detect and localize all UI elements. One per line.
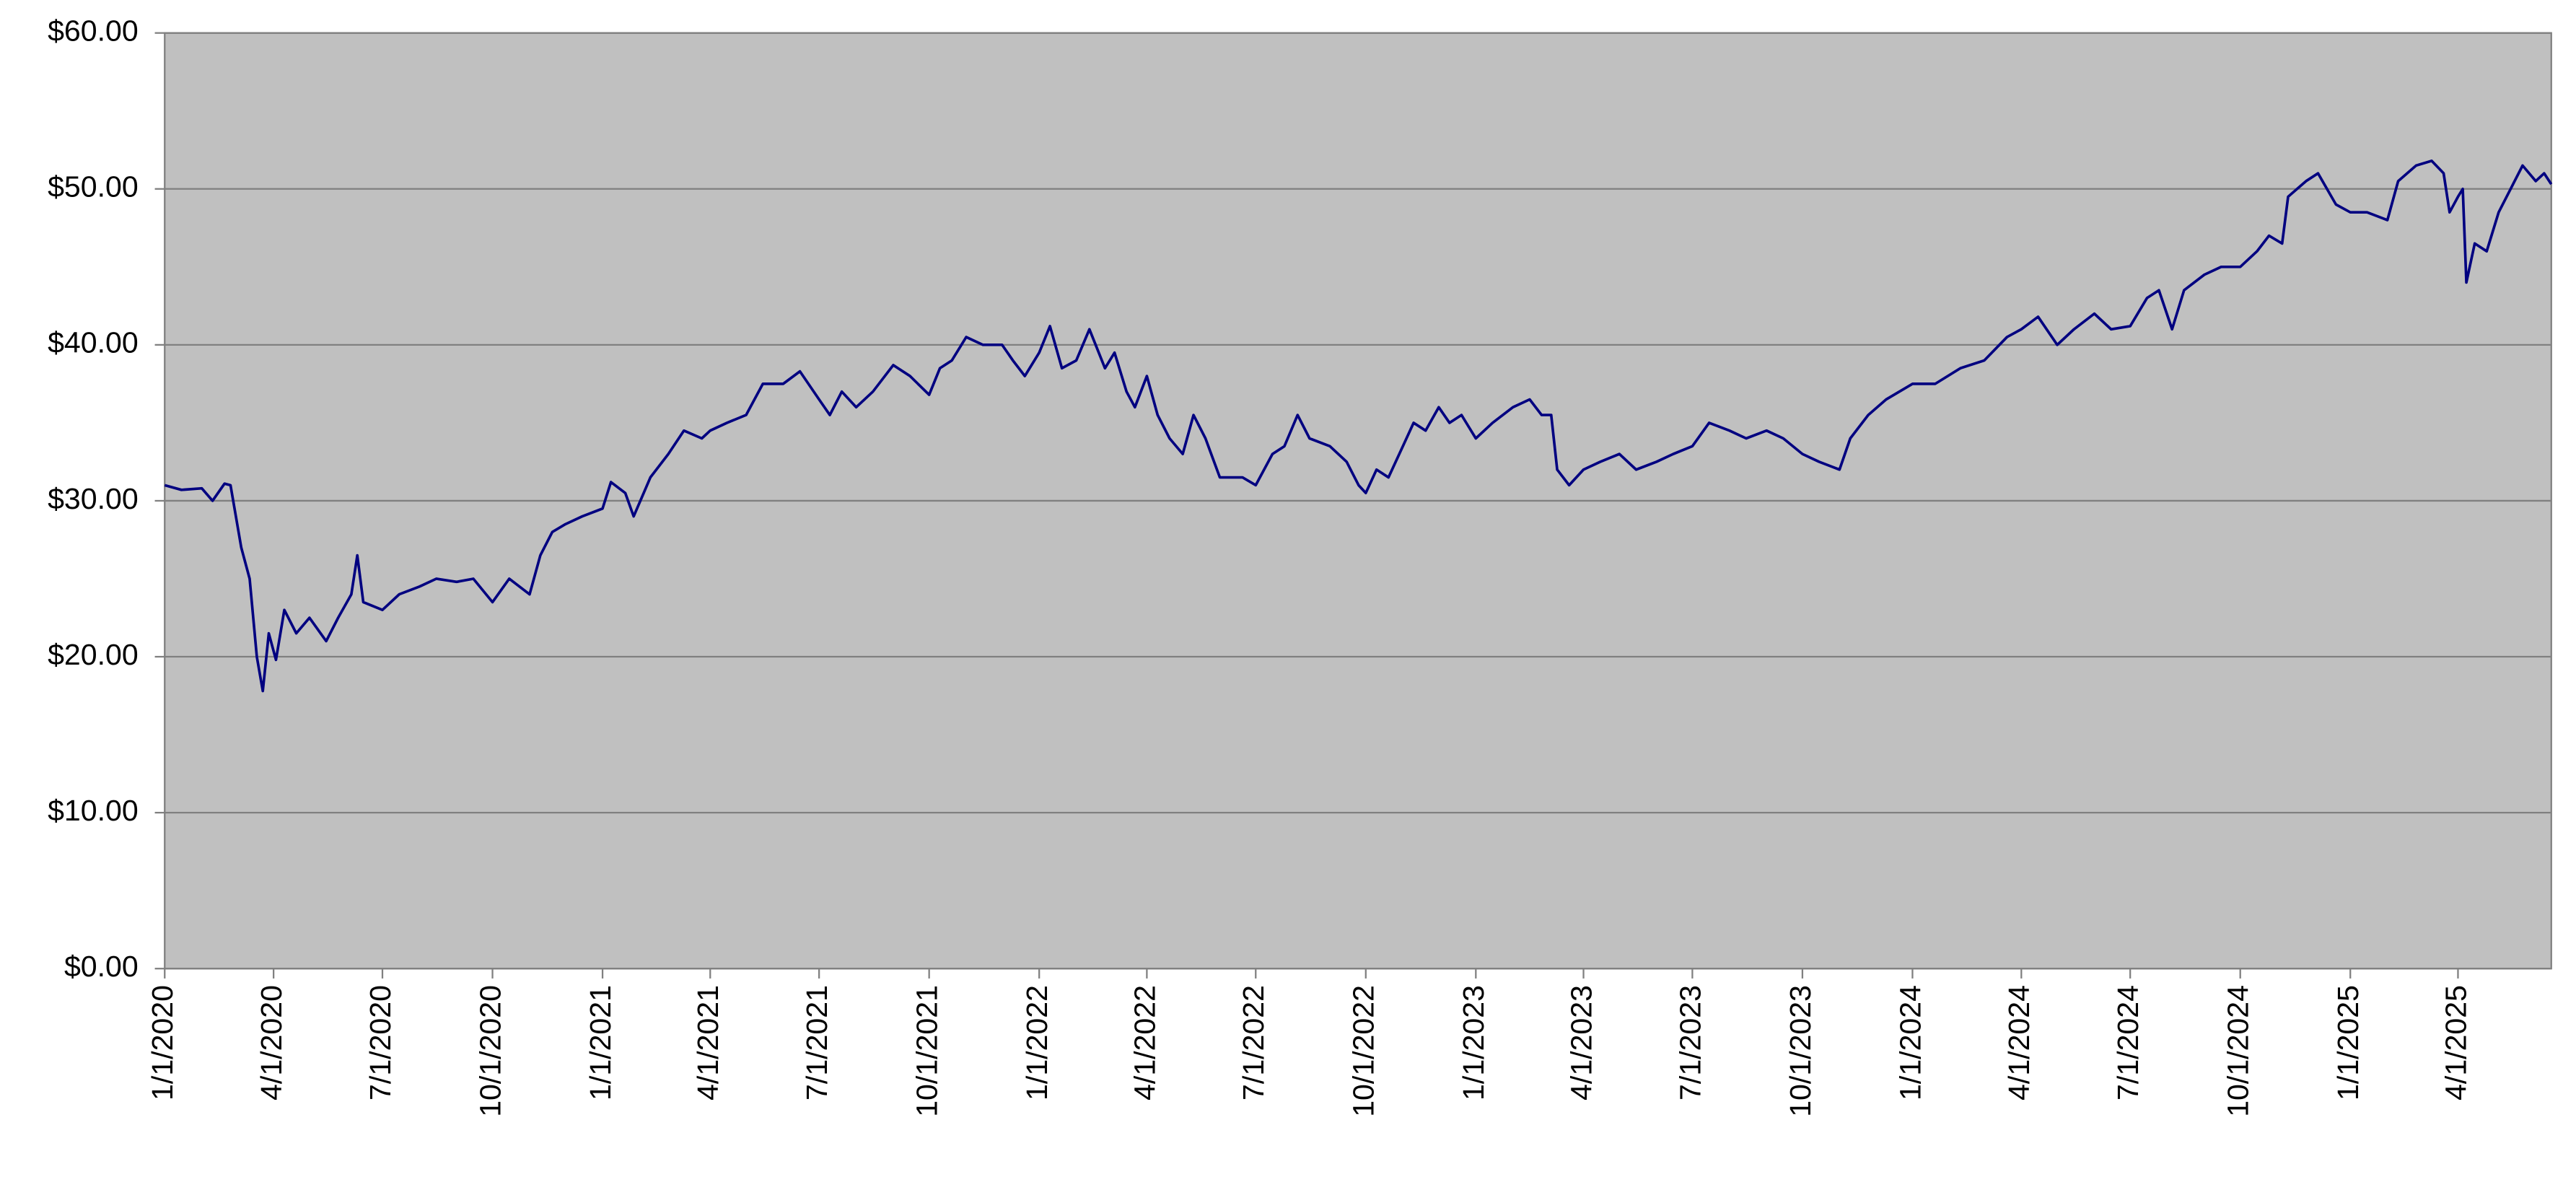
x-tick-label: 1/1/2025 bbox=[2331, 985, 2365, 1101]
x-tick-label: 7/1/2022 bbox=[1237, 985, 1270, 1101]
x-tick-label: 1/1/2020 bbox=[146, 985, 179, 1101]
x-tick-label: 7/1/2020 bbox=[364, 985, 397, 1101]
x-tick-label: 1/1/2023 bbox=[1457, 985, 1490, 1101]
x-tick-label: 4/1/2022 bbox=[1128, 985, 1161, 1101]
x-tick-label: 4/1/2023 bbox=[1564, 985, 1598, 1101]
x-tick-label: 10/1/2022 bbox=[1347, 985, 1380, 1117]
x-tick-label: 4/1/2021 bbox=[691, 985, 724, 1101]
x-tick-label: 1/1/2022 bbox=[1020, 985, 1053, 1101]
x-tick-label: 10/1/2024 bbox=[2222, 985, 2255, 1117]
x-tick-label: 4/1/2024 bbox=[2002, 985, 2036, 1101]
y-tick-label: $10.00 bbox=[48, 794, 139, 827]
y-tick-label: $20.00 bbox=[48, 638, 139, 671]
x-tick-label: 1/1/2021 bbox=[584, 985, 617, 1101]
y-tick-label: $0.00 bbox=[64, 950, 139, 983]
y-tick-label: $50.00 bbox=[48, 170, 139, 204]
x-tick-label: 7/1/2021 bbox=[800, 985, 833, 1101]
y-tick-label: $30.00 bbox=[48, 482, 139, 515]
x-tick-label: 10/1/2021 bbox=[911, 985, 944, 1117]
x-tick-label: 4/1/2025 bbox=[2439, 985, 2472, 1101]
y-tick-label: $60.00 bbox=[48, 14, 139, 48]
x-tick-label: 10/1/2020 bbox=[473, 985, 507, 1117]
x-tick-label: 7/1/2024 bbox=[2111, 985, 2145, 1101]
x-tick-label: 4/1/2020 bbox=[255, 985, 288, 1101]
price-line bbox=[164, 159, 2553, 693]
x-tick-label: 7/1/2023 bbox=[1673, 985, 1707, 1101]
x-tick-label: 10/1/2023 bbox=[1784, 985, 1817, 1117]
y-tick-label: $40.00 bbox=[48, 326, 139, 359]
x-tick-label: 1/1/2024 bbox=[1893, 985, 1927, 1101]
